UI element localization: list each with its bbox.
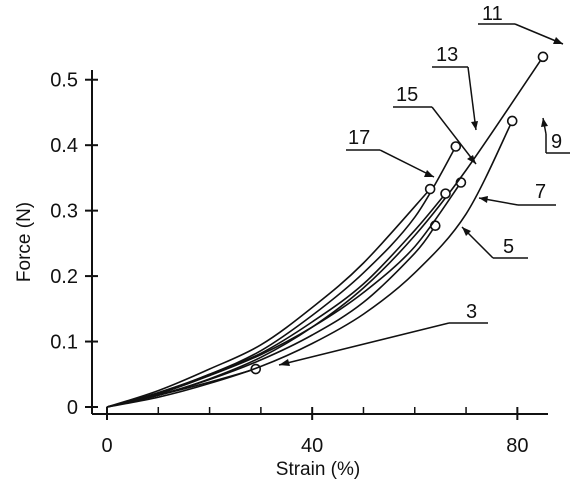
endpoint-marker-13 — [451, 142, 460, 151]
callout-7-arrowhead — [479, 196, 488, 203]
x-axis-label: Strain (%) — [276, 459, 360, 480]
callout-7-label: 7 — [535, 181, 546, 203]
curve-13 — [107, 147, 456, 408]
endpoint-marker-15 — [441, 189, 450, 198]
callout-5-label: 5 — [503, 236, 514, 258]
callout-7: 7 — [479, 181, 556, 205]
curve-17 — [107, 189, 430, 407]
callout-3-arrowhead — [279, 359, 290, 366]
axes — [92, 70, 548, 414]
y-tick-label: 0.5 — [50, 70, 78, 92]
ticks: 0 40 80 0 0.1 0.2 0.3 0.4 0.5 — [50, 70, 528, 457]
callout-15-leader — [432, 107, 476, 164]
callout-15: 15 — [393, 84, 476, 164]
curve-5 — [107, 226, 435, 407]
callout-13-label: 13 — [436, 44, 458, 66]
y-tick-label: 0.2 — [50, 266, 78, 288]
y-tick-label: 0.4 — [50, 135, 78, 157]
curve-9 — [107, 121, 512, 407]
callout-9-arrowhead — [541, 118, 548, 127]
callout-9-label: 9 — [551, 131, 562, 153]
callout-17-label: 17 — [348, 127, 370, 149]
endpoint-marker-5 — [431, 221, 440, 230]
y-tick-label: 0.3 — [50, 201, 78, 223]
callout-5: 5 — [462, 227, 528, 258]
y-tick-label: 0.1 — [50, 332, 78, 354]
callout-11-arrowhead — [553, 37, 563, 44]
endpoint-marker-11 — [539, 52, 548, 61]
x-tick-label: 0 — [101, 435, 112, 457]
y-axis-label: Force (N) — [14, 202, 35, 282]
x-tick-label: 40 — [301, 435, 323, 457]
x-tick-label: 80 — [506, 435, 528, 457]
callout-17: 17 — [346, 127, 434, 177]
callout-13-arrowhead — [471, 121, 478, 130]
callout-11-label: 11 — [482, 3, 503, 25]
callout-3-label: 3 — [466, 301, 477, 323]
endpoint-marker-17 — [426, 185, 435, 194]
callout-15-label: 15 — [396, 84, 418, 106]
curve-11 — [107, 57, 543, 407]
curve-15 — [107, 194, 446, 407]
curve-7 — [107, 183, 461, 408]
callout-9: 9 — [541, 118, 570, 153]
callout-3-leader — [279, 323, 449, 365]
callout-11: 11 — [478, 3, 563, 44]
endpoint-marker-9 — [508, 116, 517, 125]
callout-3: 3 — [279, 301, 488, 366]
callout-13-leader — [468, 67, 476, 130]
y-tick-label: 0 — [67, 397, 78, 419]
callout-17-arrowhead — [424, 170, 434, 177]
callouts: 3 5 7 9 — [279, 3, 570, 366]
